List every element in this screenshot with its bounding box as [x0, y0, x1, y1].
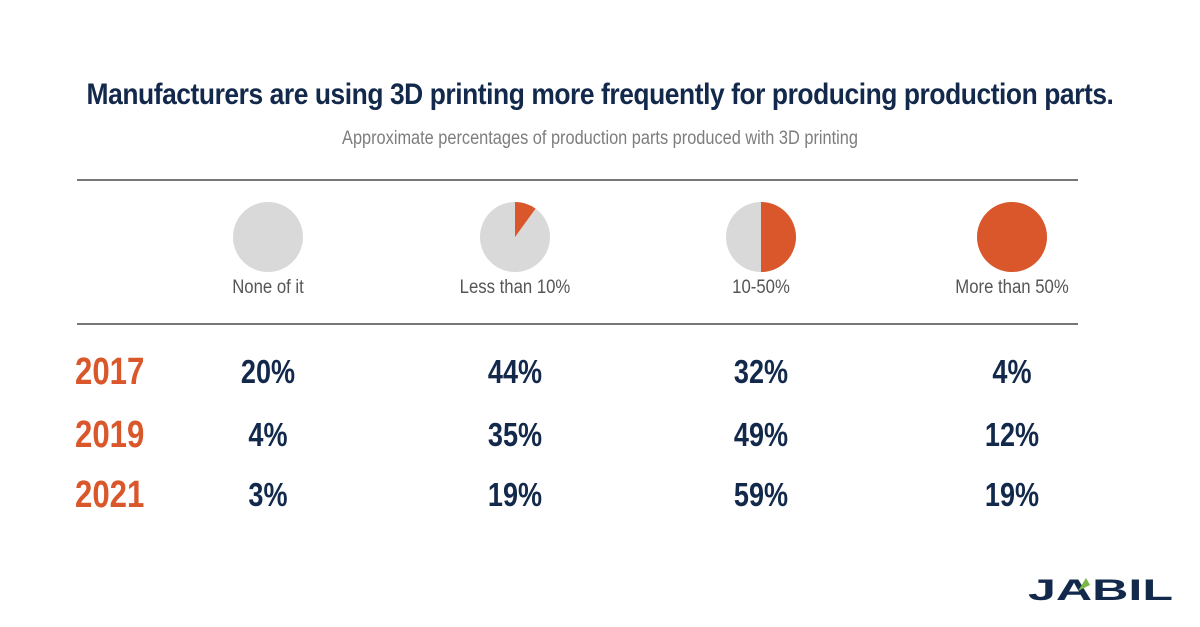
pie-icon-less-than-10 — [480, 202, 550, 272]
category-label-10-50: 10-50% — [732, 277, 790, 298]
value-cell: 4% — [248, 416, 288, 453]
value-cell: 20% — [240, 353, 296, 390]
pie-icon-more-than-50 — [977, 202, 1047, 272]
top-divider — [77, 179, 1078, 181]
value-cell: 35% — [487, 416, 543, 453]
pie-base — [233, 202, 303, 272]
category-label-more-than-50: More than 50% — [955, 277, 1069, 298]
logo-leaf-icon — [1078, 578, 1090, 591]
pie-slice — [515, 202, 536, 237]
year-label-2021: 2021 — [75, 474, 145, 516]
header-divider — [77, 323, 1078, 325]
value-cell: 59% — [733, 476, 789, 513]
jabil-logo: JABIL — [1028, 574, 1173, 605]
pie-icon-10-50 — [726, 202, 796, 272]
pie-slice — [761, 202, 796, 272]
pie-icon-none-of-it — [233, 202, 303, 272]
value-cell: 19% — [984, 476, 1040, 513]
year-label-2019: 2019 — [75, 414, 145, 456]
logo-text: JABIL — [1028, 574, 1173, 605]
value-cell: 32% — [733, 353, 789, 390]
value-cell: 44% — [487, 353, 543, 390]
value-cell: 3% — [248, 476, 288, 513]
value-cell: 4% — [992, 353, 1032, 390]
value-cell: 12% — [984, 416, 1040, 453]
chart-subtitle: Approximate percentages of production pa… — [342, 128, 858, 149]
pie-slice — [977, 202, 1047, 272]
category-label-none-of-it: None of it — [232, 277, 304, 298]
chart-title: Manufacturers are using 3D printing more… — [86, 78, 1114, 111]
year-label-2017: 2017 — [75, 351, 145, 393]
category-label-less-than-10: Less than 10% — [459, 277, 571, 298]
value-cell: 19% — [487, 476, 543, 513]
value-cell: 49% — [733, 416, 789, 453]
